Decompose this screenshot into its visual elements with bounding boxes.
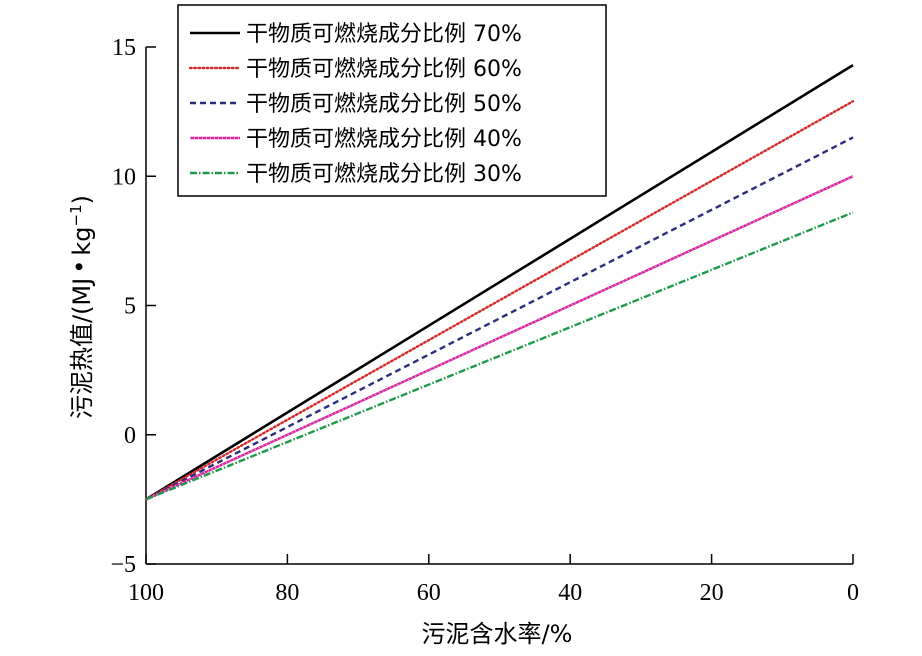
y-tick-label: 10 [112,164,136,190]
legend-label-3: 干物质可燃烧成分比例 50% [246,92,522,117]
y-axis-title-close: ) [68,195,96,204]
legend: 干物质可燃烧成分比例 70% 干物质可燃烧成分比例 60% 干物质可燃烧成分比例 5… [177,4,607,197]
legend-label-1: 干物质可燃烧成分比例 70% [246,22,522,47]
x-tick-label: 40 [558,580,582,606]
x-tick-label: 60 [417,580,441,606]
legend-label-5: 干物质可燃烧成分比例 30% [246,162,522,187]
y-axis-title-main: 污泥热值/(MJ [68,278,96,419]
y-axis-title-unit: kg [68,226,96,255]
y-tick-label: 5 [124,294,136,320]
series-lines [144,63,855,501]
y-tick-label: 0 [124,423,136,449]
series-line-5 [145,211,854,501]
x-tick-label: 20 [700,580,724,606]
series-line-1 [145,63,854,501]
legend-label-4: 干物质可燃烧成分比例 40% [246,127,522,152]
y-axis-title-exp: −1 [67,204,85,226]
series-line-4-dots [145,175,854,500]
y-axis-title: 污泥热值/(MJ • kg−1) [66,195,96,419]
x-tick-label: 0 [847,580,859,606]
x-axis-title: 污泥含水率/% [422,620,573,648]
y-tick-label: −5 [110,552,136,578]
x-tick-label: 100 [128,580,164,606]
series-line-2 [144,100,855,501]
y-axis-title-dot: • [66,260,94,274]
legend-label-2: 干物质可燃烧成分比例 60% [246,57,522,82]
y-tick-label: 15 [112,35,136,61]
legend-box [177,4,607,197]
series-line-3 [145,136,854,501]
x-tick-label: 80 [275,580,299,606]
